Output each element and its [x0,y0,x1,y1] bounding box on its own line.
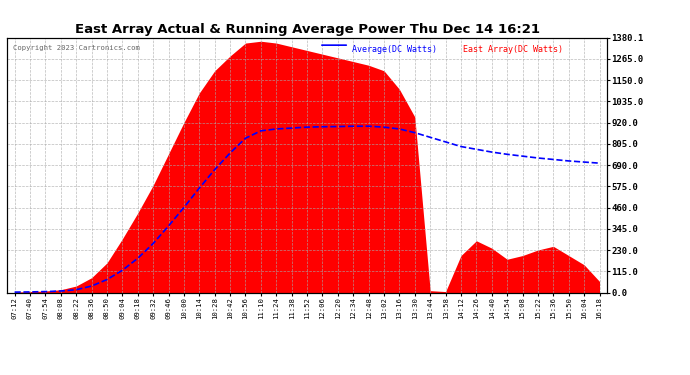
Text: East Array(DC Watts): East Array(DC Watts) [463,45,563,54]
Text: Average(DC Watts): Average(DC Watts) [352,45,437,54]
Text: Copyright 2023 Cartronics.com: Copyright 2023 Cartronics.com [13,45,140,51]
Title: East Array Actual & Running Average Power Thu Dec 14 16:21: East Array Actual & Running Average Powe… [75,23,540,36]
